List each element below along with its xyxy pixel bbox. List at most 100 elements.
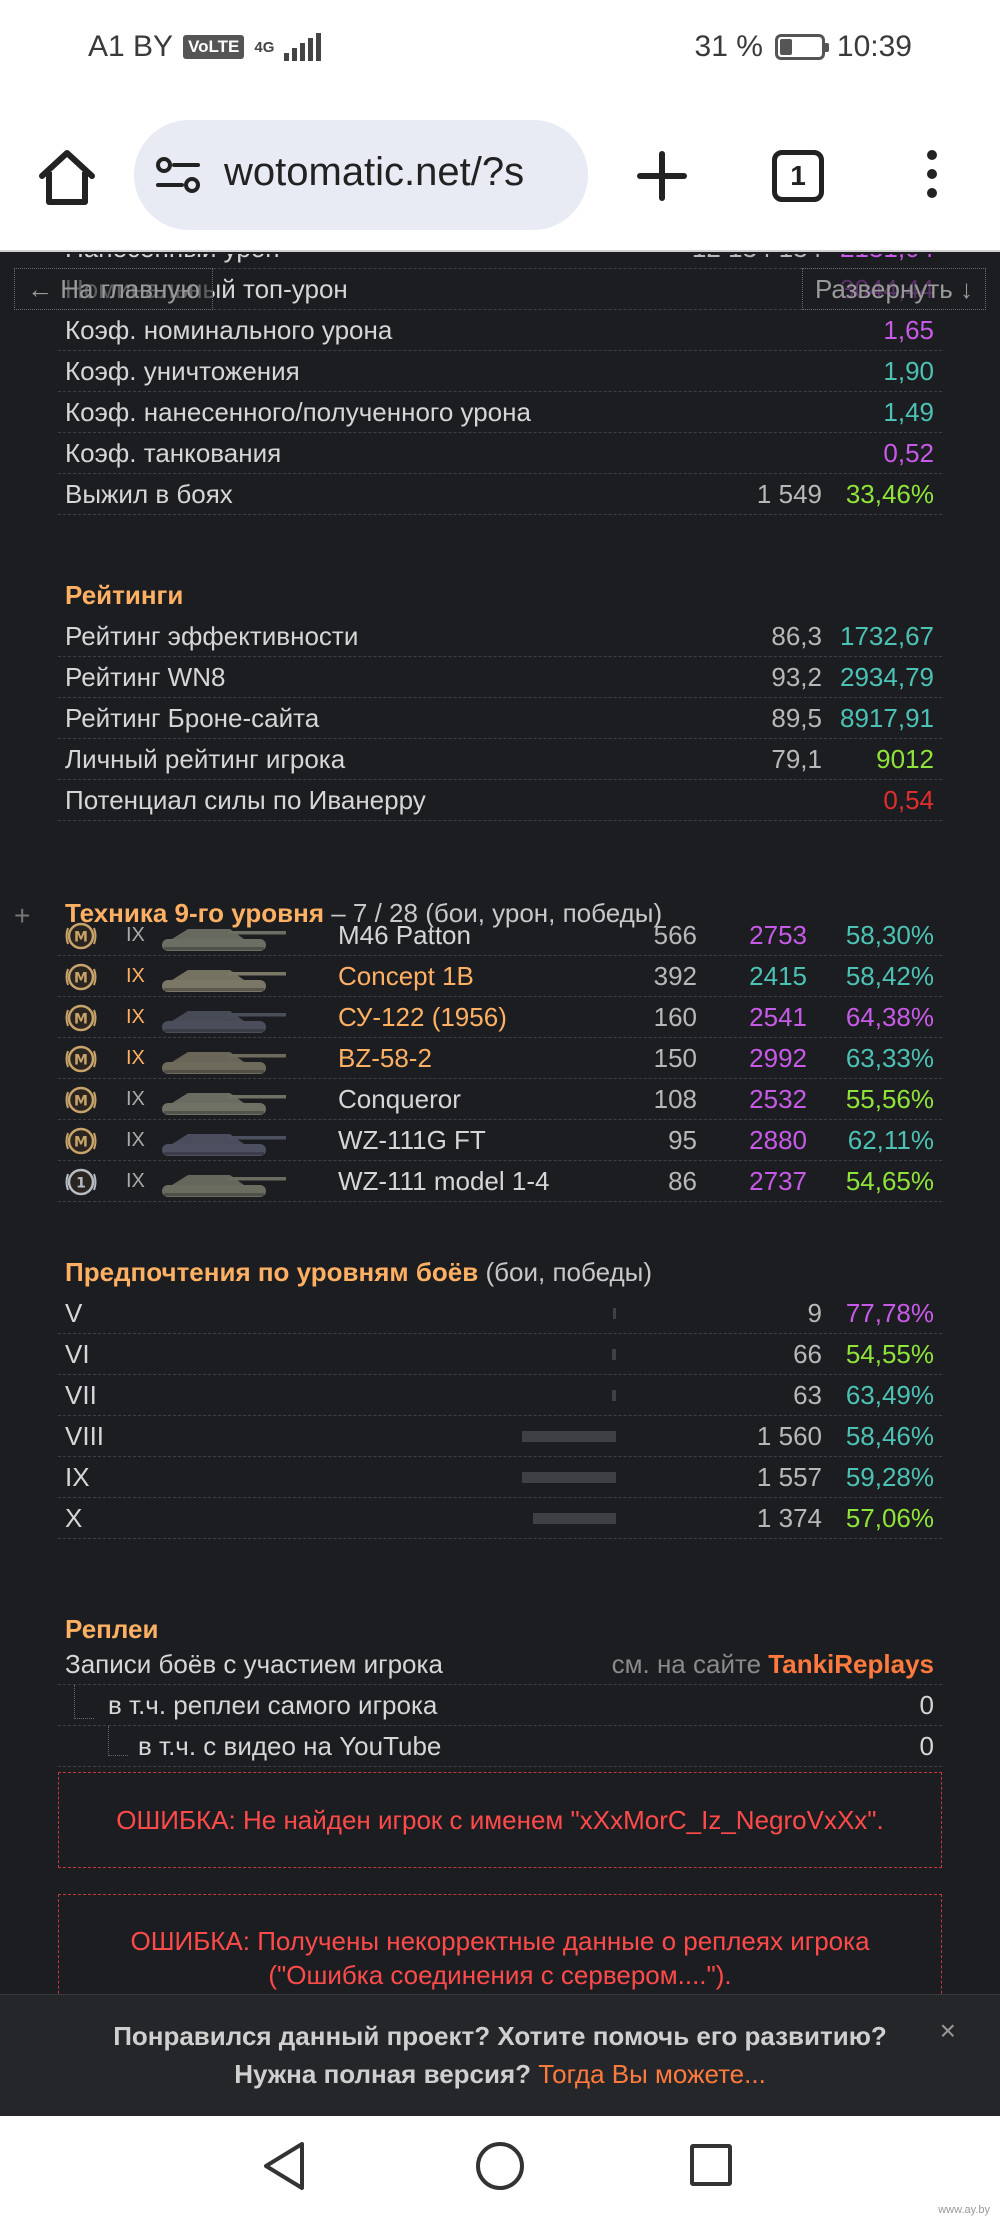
svg-text:M: M <box>74 971 88 987</box>
svg-text:M: M <box>74 1094 88 1110</box>
battery-percent: 31 % <box>694 30 763 63</box>
level-winrate: 63,49% <box>845 1380 934 1410</box>
level-share-bar <box>612 1349 616 1360</box>
replay-link-prefix: см. на сайте <box>611 1649 762 1679</box>
error-text: ОШИБКА: Получены некорректные данные о р… <box>130 1926 870 1956</box>
tank-damage: 2992 <box>749 1043 807 1073</box>
banner-link[interactable]: Тогда Вы можете... <box>538 2059 766 2089</box>
address-bar[interactable]: wotomatic.net/?s <box>134 120 588 230</box>
stat-value: 1,49 <box>883 397 934 427</box>
mastery-badge-icon: M <box>65 1004 97 1032</box>
tanks-subtitle: – 7 / 28 (бои, урон, победы) <box>331 898 663 928</box>
browser-toolbar: wotomatic.net/?s 1 <box>0 100 1000 252</box>
tank-row[interactable]: M IX Conqueror 108 2532 55,56% <box>58 1079 942 1120</box>
tank-row[interactable]: M IX M46 Patton 566 2753 58,30% <box>58 915 942 956</box>
tank-icon <box>162 1093 286 1115</box>
stat-row: Нанесённый урон 12 134 134 2131,04 <box>58 254 942 269</box>
tank-row[interactable]: M IX Concept 1B 392 2415 58,42% <box>58 956 942 997</box>
level-share-bar <box>612 1390 616 1401</box>
level-row: X 1 374 57,06% <box>58 1498 942 1539</box>
level-row: VIII 1 560 58,46% <box>58 1416 942 1457</box>
level-row: VII 63 63,49% <box>58 1375 942 1416</box>
level-row: VI 66 54,55% <box>58 1334 942 1375</box>
rating-value: 9012 <box>876 744 934 774</box>
replay-value: 0 <box>919 1731 934 1761</box>
svg-text:M: M <box>74 1053 88 1069</box>
tankireplays-link[interactable]: TankiReplays <box>768 1649 934 1679</box>
level-label: V <box>65 1298 83 1328</box>
tanks-title-text: Техника 9-го уровня <box>65 898 324 928</box>
mastery-badge-icon: M <box>65 1127 97 1155</box>
rating-row: Рейтинг Броне-сайта 89,5 8917,91 <box>58 698 942 739</box>
level-winrate: 59,28% <box>845 1462 934 1492</box>
network-type: 4G <box>254 38 275 56</box>
replay-row-all: Записи боёв с участием игрока см. на сай… <box>58 1644 942 1685</box>
levels-title: Предпочтения по уровням боёв (бои, побед… <box>65 1257 652 1288</box>
site-settings-icon[interactable] <box>154 157 202 193</box>
tank-battles: 86 <box>668 1166 697 1196</box>
tank-winrate: 54,65% <box>845 1166 934 1196</box>
tank-tier: IX <box>126 1006 145 1028</box>
tank-name: Concept 1B <box>338 961 474 991</box>
stat-label: Коэф. номинального урона <box>65 315 393 345</box>
level-label: VII <box>65 1380 97 1410</box>
level-battles: 66 <box>793 1339 822 1369</box>
levels-subtitle: (бои, победы) <box>485 1257 652 1287</box>
url-text: wotomatic.net/?s <box>224 150 525 194</box>
level-share-bar <box>533 1513 616 1524</box>
level-winrate: 58,46% <box>845 1421 934 1451</box>
tank-row[interactable]: M IX СУ-122 (1956) 160 2541 64,38% <box>58 997 942 1038</box>
stat-row: Коэф. номинального урона 1,65 <box>58 310 942 351</box>
error-player-not-found: ОШИБКА: Не найден игрок с именем "xXxMor… <box>58 1772 942 1868</box>
ratings-title: Рейтинги <box>65 580 184 610</box>
rating-row: Рейтинг WN8 93,2 2934,79 <box>58 657 942 698</box>
level-share-bar <box>522 1431 616 1442</box>
signal-icon <box>284 33 322 61</box>
tank-row[interactable]: 1 IX WZ-111 model 1-4 86 2737 54,65% <box>58 1161 942 1202</box>
tank-icon <box>162 929 286 951</box>
tank-battles: 108 <box>653 1084 697 1114</box>
banner-line2: Нужна полная версия? <box>234 2059 532 2089</box>
home-icon[interactable] <box>36 146 98 208</box>
close-icon[interactable]: × <box>939 2015 956 2046</box>
stat-label: Коэф. нанесенного/полученного урона <box>65 397 531 427</box>
tank-battles: 95 <box>668 1125 697 1155</box>
replay-row-own: в т.ч. реплеи самого игрока 0 <box>58 1685 942 1726</box>
stat-value: 1,90 <box>883 356 934 386</box>
tank-icon <box>162 1134 286 1156</box>
tank-damage: 2737 <box>749 1166 807 1196</box>
tank-winrate: 62,11% <box>847 1125 934 1155</box>
menu-icon[interactable] <box>920 150 944 206</box>
tank-winrate: 64,38% <box>845 1002 934 1032</box>
rating-row: Личный рейтинг игрока 79,1 9012 <box>58 739 942 780</box>
tank-row[interactable]: M IX WZ-111G FT 95 2880 62,11% <box>58 1120 942 1161</box>
level-winrate: 57,06% <box>845 1503 934 1533</box>
back-to-main-button[interactable]: ← На главную <box>14 268 213 310</box>
rating-percentile: 89,5 <box>771 703 822 733</box>
tank-winrate: 55,56% <box>845 1084 934 1114</box>
replay-link-group: см. на сайте TankiReplays <box>612 1644 934 1684</box>
tank-battles: 392 <box>653 961 697 991</box>
plus-icon[interactable] <box>636 150 688 202</box>
error-text-detail: ("Ошибка соединения с сервером...."). <box>268 1960 732 1990</box>
tank-name: WZ-111G FT <box>338 1125 486 1155</box>
rating-row: Рейтинг эффективности 86,3 1732,67 <box>58 616 942 657</box>
expand-tanks-icon[interactable]: + <box>14 900 31 931</box>
mastery-badge-icon: M <box>65 963 97 991</box>
watermark: www.ay.by <box>938 2204 990 2216</box>
rating-value: 1732,67 <box>840 621 934 651</box>
tank-row[interactable]: M IX BZ-58-2 150 2992 63,33% <box>58 1038 942 1079</box>
tabs-count: 1 <box>790 160 806 191</box>
tank-name: WZ-111 model 1-4 <box>338 1166 550 1196</box>
stat-label: Нанесённый урон <box>65 254 280 268</box>
stat-label: Выжил в боях <box>65 479 233 509</box>
page-content: Нанесённый урон12 134 1342131,04Номиналь… <box>0 254 1000 1994</box>
stat-label: Коэф. танкования <box>65 438 282 468</box>
rating-percentile: 86,3 <box>771 621 822 651</box>
tabs-icon[interactable]: 1 <box>772 150 824 202</box>
expand-button[interactable]: Развернуть ↓ <box>801 268 986 310</box>
back-icon[interactable] <box>258 2138 310 2194</box>
home-nav-icon[interactable] <box>476 2142 524 2190</box>
recent-apps-icon[interactable] <box>690 2144 732 2186</box>
mastery-badge-icon: M <box>65 1045 97 1073</box>
